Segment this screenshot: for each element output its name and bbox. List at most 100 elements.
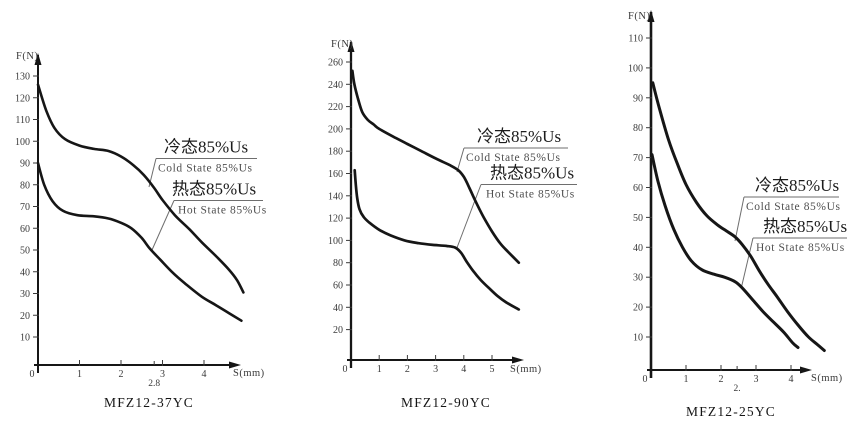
cold-state-curve [351, 69, 521, 265]
hot-legend-label-cn: 热态85%Us [490, 164, 574, 183]
x-axis-arrow-icon [800, 366, 812, 374]
y-tick-label: 60 [20, 224, 30, 235]
y-tick-label: 20 [20, 311, 30, 322]
y-axis-title: F(N) [16, 51, 38, 62]
hot-legend-label-en: Hot State 85%Us [756, 242, 845, 254]
x-tick-label: 3 [160, 369, 165, 380]
y-tick-label: 10 [633, 333, 643, 344]
cold-legend-leader [456, 147, 465, 173]
y-tick-label: 120 [15, 93, 30, 104]
cold-state-curve [36, 83, 245, 294]
plot-canvas-0: 10 20 30 40 50 60 70 80 90 100 110 120 130 1 2 3 4 2.8 0 F(… [15, 51, 267, 410]
hot-legend-label-cn: 热态85%Us [763, 217, 847, 236]
x-axis-title: S(mm) [811, 373, 843, 384]
y-tick-label: 60 [633, 183, 643, 194]
y-axis-arrow-icon [347, 40, 355, 52]
chart-mfz12-90yc: 20 40 60 80 100 120 140 160 180 200 220 240 260 1 2 3 4 5… [290, 0, 580, 437]
y-tick-label: 160 [328, 169, 343, 180]
y-tick-label: 200 [328, 124, 343, 135]
x-tick-label: 1 [377, 364, 382, 375]
x-axis-title: S(mm) [510, 364, 542, 375]
x-axis-arrow-icon [229, 361, 241, 369]
plot-canvas-1: 20 40 60 80 100 120 140 160 180 200 220 240 260 1 2 3 4 5… [328, 39, 577, 410]
y-tick-label: 90 [20, 159, 30, 170]
x-tick-label: 1 [77, 369, 82, 380]
y-tick-label: 100 [628, 63, 643, 74]
chart-title: MFZ12-25YC [686, 404, 776, 419]
x-tick-label: 5 [490, 364, 495, 375]
chart-title: MFZ12-90YC [401, 395, 491, 410]
hot-legend-label-cn: 热态85%Us [172, 180, 256, 199]
x-tick-label: 4 [202, 369, 207, 380]
cold-legend-label-en: Cold State 85%Us [746, 201, 841, 213]
y-tick-label: 100 [15, 137, 30, 148]
hot-state-curve [353, 168, 521, 311]
x-tick-label: 4 [461, 364, 466, 375]
x-axis-title: S(mm) [233, 368, 265, 379]
y-tick-label: 70 [633, 153, 643, 164]
hot-legend-label-en: Hot State 85%Us [178, 205, 267, 217]
cold-legend-label-en: Cold State 85%Us [158, 163, 253, 175]
y-tick-label: 20 [633, 303, 643, 314]
y-tick-label: 60 [333, 281, 343, 292]
y-tick-label: 240 [328, 80, 343, 91]
hot-legend-leader [151, 200, 175, 251]
y-tick-label: 110 [15, 115, 30, 126]
hot-legend-leader [741, 237, 754, 288]
x-sub-tick-label: 2.8 [148, 379, 160, 389]
y-tick-label: 50 [20, 246, 30, 257]
cold-legend-label-cn: 冷态85%Us [164, 138, 248, 157]
y-axis-arrow-icon [647, 10, 655, 22]
y-tick-label: 80 [633, 123, 643, 134]
x-axis-arrow-icon [512, 356, 524, 364]
y-tick-label: 70 [20, 202, 30, 213]
origin-label: 0 [343, 364, 348, 375]
chart-mfz12-37yc: 10 20 30 40 50 60 70 80 90 100 110 120 130 1 2 3 4 2.8 0 F(… [0, 0, 290, 437]
x-sub-tick-label: 2. [734, 384, 741, 394]
x-tick-label: 2 [119, 369, 124, 380]
chart-title: MFZ12-37YC [104, 395, 194, 410]
y-tick-label: 50 [633, 213, 643, 224]
origin-label: 0 [30, 369, 35, 380]
origin-label: 0 [643, 374, 648, 385]
hot-legend-label-en: Hot State 85%Us [486, 189, 575, 201]
y-tick-label: 20 [333, 325, 343, 336]
x-tick-label: 3 [754, 374, 759, 385]
y-axis-title: F(N) [628, 11, 650, 22]
hot-legend-leader [456, 184, 482, 250]
y-tick-label: 260 [328, 58, 343, 69]
y-axis-arrow-icon [34, 53, 42, 65]
y-tick-label: 110 [628, 34, 643, 45]
y-tick-label: 120 [328, 214, 343, 225]
y-tick-label: 90 [633, 93, 643, 104]
y-tick-label: 40 [20, 267, 30, 278]
y-tick-label: 80 [333, 258, 343, 269]
plot-canvas-2: 10 20 30 40 50 60 70 80 90 100 110 1 2 3 4 2. 0 F(N) S(mm)… [628, 10, 847, 419]
y-tick-label: 10 [20, 333, 30, 344]
y-tick-label: 80 [20, 180, 30, 191]
x-tick-label: 1 [684, 374, 689, 385]
y-tick-label: 130 [15, 72, 30, 83]
y-tick-label: 40 [333, 303, 343, 314]
y-tick-label: 220 [328, 102, 343, 113]
x-tick-label: 2 [719, 374, 724, 385]
y-axis-title: F(N) [331, 39, 353, 50]
cold-legend-leader [734, 196, 745, 242]
y-tick-label: 30 [633, 273, 643, 284]
y-tick-label: 40 [633, 243, 643, 254]
x-tick-label: 3 [433, 364, 438, 375]
y-tick-label: 100 [328, 236, 343, 247]
cold-legend-label-cn: 冷态85%Us [755, 176, 839, 195]
cold-state-curve [651, 81, 826, 352]
y-tick-label: 140 [328, 191, 343, 202]
hot-state-curve [650, 153, 800, 349]
x-tick-label: 4 [789, 374, 794, 385]
hot-state-curve [36, 161, 243, 322]
chart-mfz12-25yc: 10 20 30 40 50 60 70 80 90 100 110 1 2 3 4 2. 0 F(N) S(mm)… [580, 0, 859, 437]
y-tick-label: 180 [328, 147, 343, 158]
x-tick-label: 2 [405, 364, 410, 375]
cold-legend-label-cn: 冷态85%Us [477, 127, 561, 146]
y-tick-label: 30 [20, 289, 30, 300]
cold-legend-label-en: Cold State 85%Us [466, 152, 561, 164]
